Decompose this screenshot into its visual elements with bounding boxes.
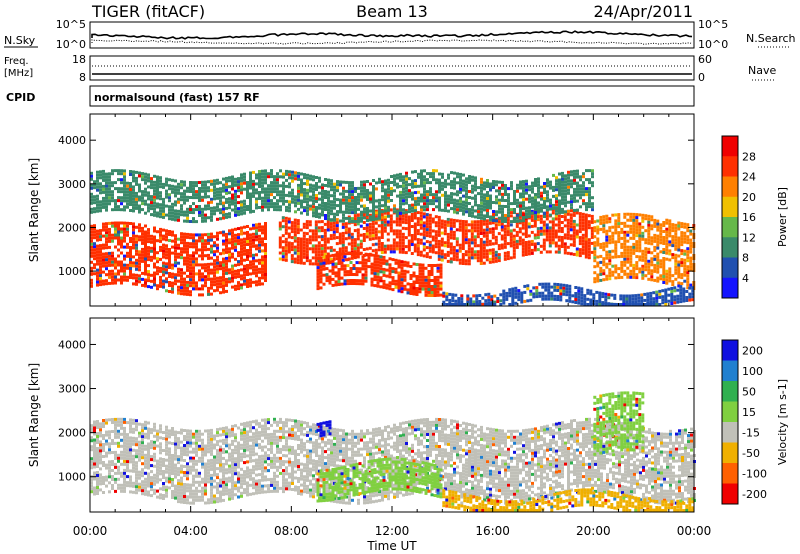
- velocity-colorbar-seg-0: [722, 340, 738, 361]
- freq-tick-high: 18: [72, 53, 86, 66]
- power-colorbar-tick-6: 28: [742, 150, 756, 163]
- velocity-colorbar-seg-4: [722, 422, 738, 443]
- velocity-colorbar-tick-7: -200: [742, 488, 767, 501]
- power-panel: 1000 2000 3000 4000 Slant Range [km]: [27, 113, 696, 307]
- velocity-colorbar-seg-2: [722, 381, 738, 402]
- power-colorbar-seg-2: [722, 176, 738, 198]
- power-colorbar-seg-4: [722, 217, 738, 238]
- power-ytick-label-3: 4000: [58, 134, 86, 147]
- velocity-ytick-label-1: 2000: [58, 427, 86, 440]
- velocity-panel: 1000 2000 3000 4000 Slant Range [km]: [27, 317, 696, 513]
- velocity-ylabel: Slant Range [km]: [27, 363, 41, 467]
- velocity-colorbar-tick-5: -50: [742, 447, 760, 460]
- x-axis-label: Time UT: [366, 539, 417, 553]
- velocity-colorbar-tick-4: -15: [742, 426, 760, 439]
- power-ytick-label-1: 2000: [58, 221, 86, 234]
- date-label: 24/Apr/2011: [593, 2, 693, 21]
- velocity-echoes: [90, 391, 696, 512]
- x-tick-label-2: 08:00: [274, 524, 309, 538]
- noise-strip-frame: [89, 21, 695, 49]
- cpid-label: CPID: [6, 91, 35, 104]
- velocity-ytick-label-2: 3000: [58, 383, 86, 396]
- power-colorbar-tick-0: 4: [742, 272, 749, 285]
- noise-left-tick-low: 10^0: [56, 38, 86, 51]
- velocity-colorbar-tick-2: 50: [742, 385, 756, 398]
- power-colorbar-seg-7: [722, 277, 738, 299]
- power-colorbar-seg-1: [722, 156, 738, 177]
- power-colorbar-seg-0: [722, 136, 738, 157]
- power-colorbar-tick-4: 20: [742, 191, 756, 204]
- freq-label: Freq.: [4, 56, 29, 67]
- power-ytick-label-0: 1000: [58, 265, 86, 278]
- nave-tick-low: 0: [698, 71, 705, 84]
- freq-unit: [MHz]: [4, 68, 33, 79]
- velocity-colorbar-seg-7: [722, 483, 738, 505]
- velocity-colorbar-tick-6: -100: [742, 467, 767, 480]
- freq-tick-low: 8: [79, 71, 86, 84]
- power-colorbar-seg-5: [722, 237, 738, 258]
- power-colorbar-tick-1: 8: [742, 252, 749, 265]
- beam-label: Beam 13: [356, 2, 428, 21]
- velocity-colorbar-seg-6: [722, 463, 738, 484]
- power-colorbar-tick-5: 24: [742, 171, 756, 184]
- velocity-colorbar-frame: [721, 339, 739, 505]
- velocity-colorbar-seg-3: [722, 401, 738, 423]
- power-ytick-label-2: 3000: [58, 178, 86, 191]
- velocity-colorbar-tick-3: 15: [742, 406, 756, 419]
- power-colorbar-seg-6: [722, 257, 738, 279]
- velocity-colorbar-tick-1: 100: [742, 365, 763, 378]
- station-title: TIGER (fitACF): [91, 2, 205, 21]
- velocity-colorbar-tick-0: 200: [742, 344, 763, 357]
- noise-right-tick-low: 10^0: [698, 38, 728, 51]
- x-tick-label-5: 20:00: [576, 524, 611, 538]
- power-colorbar: 4 8 12 16 20 24 28 Power [dB]: [721, 135, 789, 299]
- nsky-label: N.Sky: [4, 34, 36, 47]
- cpid-frame: [89, 85, 695, 107]
- x-tick-label-6: 00:00: [677, 524, 712, 538]
- x-axis: 00:00 04:00 08:00 12:00 16:00 20:00 00:00: [73, 524, 712, 538]
- x-tick-label-0: 00:00: [73, 524, 108, 538]
- freq-strip-frame: [89, 55, 695, 81]
- cpid-value: normalsound (fast) 157 RF: [94, 91, 260, 104]
- power-colorbar-seg-3: [722, 196, 738, 218]
- velocity-ytick-label-3: 4000: [58, 338, 86, 351]
- nsearch-label: N.Search: [746, 32, 796, 45]
- power-colorbar-frame: [721, 135, 739, 299]
- power-colorbar-tick-3: 16: [742, 211, 756, 224]
- noise-series: [91, 30, 693, 45]
- velocity-ytick-label-0: 1000: [58, 471, 86, 484]
- x-tick-label-1: 04:00: [173, 524, 208, 538]
- nave-label: Nave: [748, 64, 776, 77]
- nave-tick-high: 60: [698, 53, 712, 66]
- x-tick-label-3: 12:00: [375, 524, 410, 538]
- nsearch-line: [91, 39, 693, 45]
- power-ylabel: Slant Range [km]: [27, 158, 41, 262]
- noise-right-tick-high: 10^5: [698, 18, 728, 31]
- noise-left-tick-high: 10^5: [56, 18, 86, 31]
- nsky-line: [91, 30, 693, 40]
- power-colorbar-tick-2: 12: [742, 231, 756, 244]
- velocity-colorbar-seg-5: [722, 442, 738, 464]
- power-echoes: [90, 169, 696, 306]
- power-colorbar-label: Power [dB]: [776, 187, 789, 247]
- velocity-colorbar: 200 100 50 15 -15 -50 -100 -200 Velocity [m s-1]: [721, 339, 789, 505]
- velocity-colorbar-seg-1: [722, 360, 738, 382]
- velocity-colorbar-label: Velocity [m s-1]: [776, 379, 789, 465]
- x-tick-label-4: 16:00: [475, 524, 510, 538]
